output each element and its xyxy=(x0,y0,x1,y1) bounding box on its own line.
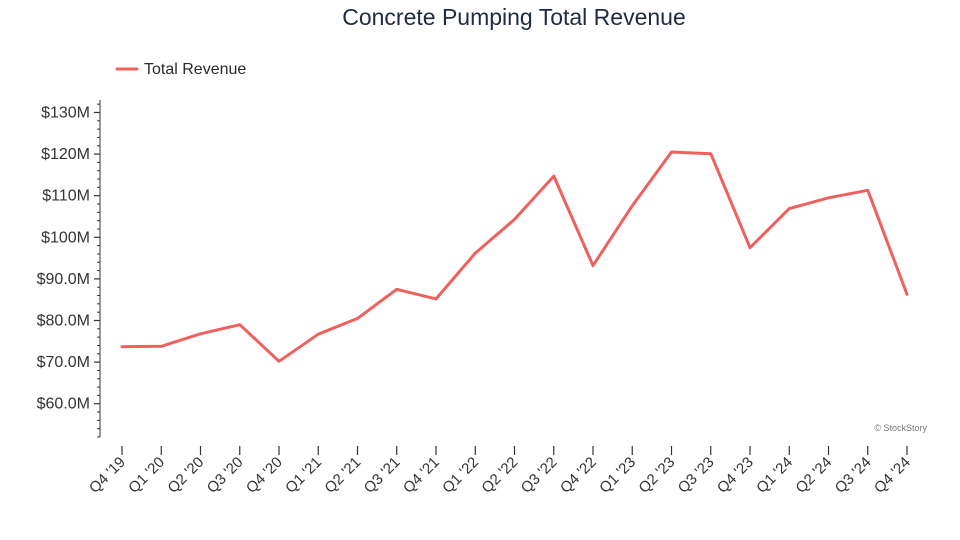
x-tick-label: Q4 '23 xyxy=(714,454,757,497)
x-tick-label: Q1 '21 xyxy=(282,454,325,497)
x-tick-label: Q3 '20 xyxy=(204,454,247,497)
x-tick-label: Q4 '22 xyxy=(557,454,600,497)
x-tick-label: Q3 '24 xyxy=(832,454,875,497)
y-tick-label: $70.0M xyxy=(37,354,90,371)
y-tick-label: $130M xyxy=(41,104,90,121)
legend-label-total-revenue: Total Revenue xyxy=(144,61,246,78)
y-tick-label: $80.0M xyxy=(37,313,90,330)
y-tick-label: $90.0M xyxy=(37,271,90,288)
chart-legend: Total Revenue xyxy=(115,61,246,78)
x-tick-label: Q2 '22 xyxy=(478,454,521,497)
series-line-total-revenue xyxy=(120,150,909,363)
x-tick-label: Q4 '24 xyxy=(871,454,914,497)
x-tick-label: Q4 '21 xyxy=(400,454,443,497)
chart-title: Concrete Pumping Total Revenue xyxy=(342,4,686,30)
y-axis: $60.0M $70.0M $80.0M $90.0M $100M $110M $120M $… xyxy=(37,100,101,438)
x-tick-label: Q4 '19 xyxy=(86,454,129,497)
y-tick-label: $60.0M xyxy=(37,396,90,413)
x-tick-label: Q2 '23 xyxy=(635,454,678,497)
x-tick-label: Q3 '22 xyxy=(518,454,561,497)
y-tick-label: $110M xyxy=(42,188,90,205)
x-tick-label: Q2 '21 xyxy=(321,454,364,497)
x-tick-label: Q3 '23 xyxy=(675,454,718,497)
y-tick-label: $120M xyxy=(41,146,90,163)
x-tick-label: Q1 '20 xyxy=(125,454,168,497)
x-tick-label: Q1 '23 xyxy=(596,454,639,497)
x-tick-label: Q4 '20 xyxy=(243,454,286,497)
x-tick-label: Q1 '24 xyxy=(753,454,796,497)
series-total-revenue xyxy=(120,150,909,363)
watermark-label: © StockStory xyxy=(874,423,927,433)
x-tick-label: Q2 '24 xyxy=(792,454,835,497)
y-tick-label: $100M xyxy=(41,229,90,246)
x-tick-label: Q3 '21 xyxy=(361,454,404,497)
x-tick-label: Q2 '20 xyxy=(164,454,207,497)
x-tick-label: Q1 '22 xyxy=(439,454,482,497)
